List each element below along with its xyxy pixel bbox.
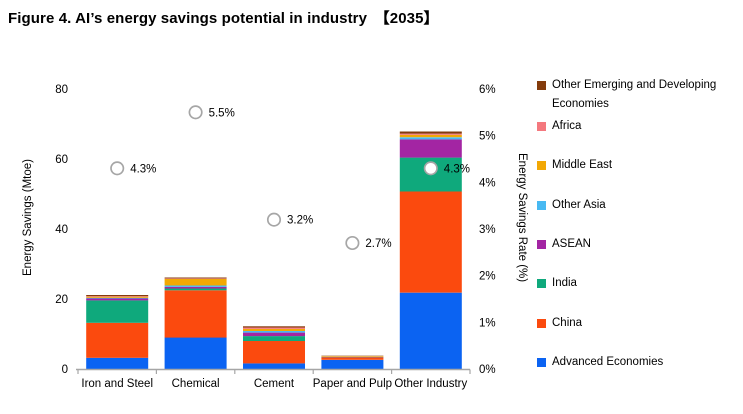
- bar-segment: [86, 300, 149, 323]
- legend-item: ASEAN: [537, 235, 741, 254]
- legend-item: India: [537, 274, 741, 293]
- bar-segment: [86, 322, 149, 358]
- bar-segment: [164, 278, 227, 286]
- bar-segment: [164, 278, 227, 279]
- rate-marker: [188, 105, 203, 120]
- category-label: Paper and Pulp: [313, 378, 392, 390]
- legend-item: Africa: [537, 117, 741, 136]
- rate-marker-label: 3.2%: [287, 215, 313, 227]
- rate-marker: [266, 212, 282, 227]
- legend-swatch: [537, 279, 546, 288]
- category-label: Cement: [254, 378, 295, 390]
- right-axis-tick-label: 6%: [479, 84, 496, 96]
- bar-segment: [86, 297, 149, 299]
- bar-segment: [86, 296, 149, 297]
- chart-title: Figure 4. AI’s energy savings potential …: [8, 10, 439, 27]
- right-axis-tick-label: 1%: [479, 317, 496, 329]
- legend-item: Advanced Economies: [537, 353, 741, 372]
- left-axis-tick-label: 40: [55, 224, 68, 236]
- right-axis-tick-label: 5%: [479, 131, 496, 143]
- bar-segment: [243, 363, 305, 369]
- left-axis-tick-label: 20: [55, 294, 68, 306]
- legend-swatch: [537, 122, 546, 131]
- bar-segment: [86, 295, 149, 297]
- rate-marker-label: 5.5%: [209, 107, 235, 119]
- bar-segment: [164, 285, 227, 287]
- legend-label: Africa: [552, 120, 582, 132]
- legend-label: China: [552, 317, 583, 329]
- legend-swatch: [537, 81, 546, 90]
- left-axis-tick-label: 80: [55, 84, 68, 96]
- legend-label: Other Emerging and Developing Economies: [552, 79, 717, 110]
- bar-segment: [243, 341, 305, 364]
- bar-segment: [399, 139, 462, 158]
- bar-segment: [243, 332, 305, 337]
- bar-segment: [86, 357, 149, 369]
- legend-item: Other Emerging and Developing Economies: [537, 76, 741, 114]
- bar-segment: [321, 359, 384, 369]
- bar-segment: [243, 328, 305, 331]
- bar-segment: [243, 331, 305, 333]
- bar-segment: [399, 137, 462, 140]
- category-label: Chemical: [172, 378, 220, 390]
- legend-label: Advanced Economies: [552, 356, 664, 368]
- legend-label: India: [552, 277, 577, 289]
- bar-segment: [243, 326, 305, 328]
- bar-segment: [86, 298, 149, 301]
- rate-marker-label: 4.3%: [444, 163, 470, 175]
- left-axis-tick-label: 60: [55, 154, 68, 166]
- category-label: Other Industry: [394, 378, 467, 390]
- legend-swatch: [537, 240, 546, 249]
- bar-segment: [243, 327, 305, 329]
- legend-label: Middle East: [552, 159, 613, 171]
- category-label: Iron and Steel: [81, 378, 153, 390]
- bar-segment: [399, 133, 462, 135]
- left-axis-tick-label: 0: [62, 364, 68, 376]
- bar-segment: [321, 357, 384, 360]
- right-axis-tick-label: 2%: [479, 271, 496, 283]
- rate-marker-label: 4.3%: [130, 163, 156, 175]
- legend-item: Other Asia: [537, 196, 741, 215]
- bar-segment: [86, 296, 149, 298]
- legend-label: ASEAN: [552, 238, 591, 250]
- right-axis-title: Energy Savings Rate (%): [516, 153, 528, 283]
- legend-swatch: [537, 319, 546, 328]
- legend-swatch: [537, 201, 546, 210]
- rate-marker: [345, 235, 360, 251]
- bar-segment: [164, 288, 227, 291]
- right-axis-tick-label: 0%: [479, 364, 496, 376]
- legend-label: Other Asia: [552, 199, 606, 211]
- legend-swatch: [537, 161, 546, 170]
- legend-item: Middle East: [537, 156, 741, 175]
- bar-segment: [399, 134, 462, 138]
- bar-segment: [399, 191, 462, 293]
- rate-marker: [110, 161, 125, 176]
- right-axis-tick-label: 4%: [479, 177, 496, 189]
- legend-item: China: [537, 314, 741, 333]
- bar-segment: [164, 337, 227, 369]
- bar-segment: [321, 356, 384, 357]
- bar-segment: [243, 336, 305, 341]
- left-axis-title: Energy Savings (Mtoe): [22, 159, 34, 277]
- bar-segment: [399, 131, 462, 134]
- bar-segment: [399, 292, 462, 369]
- rate-marker-label: 2.7%: [365, 238, 391, 250]
- right-axis-tick-label: 3%: [479, 224, 496, 236]
- legend-swatch: [537, 358, 546, 367]
- rate-marker: [423, 161, 438, 176]
- bar-segment: [164, 286, 227, 289]
- bar-segment: [164, 277, 227, 279]
- bar-segment: [164, 290, 227, 338]
